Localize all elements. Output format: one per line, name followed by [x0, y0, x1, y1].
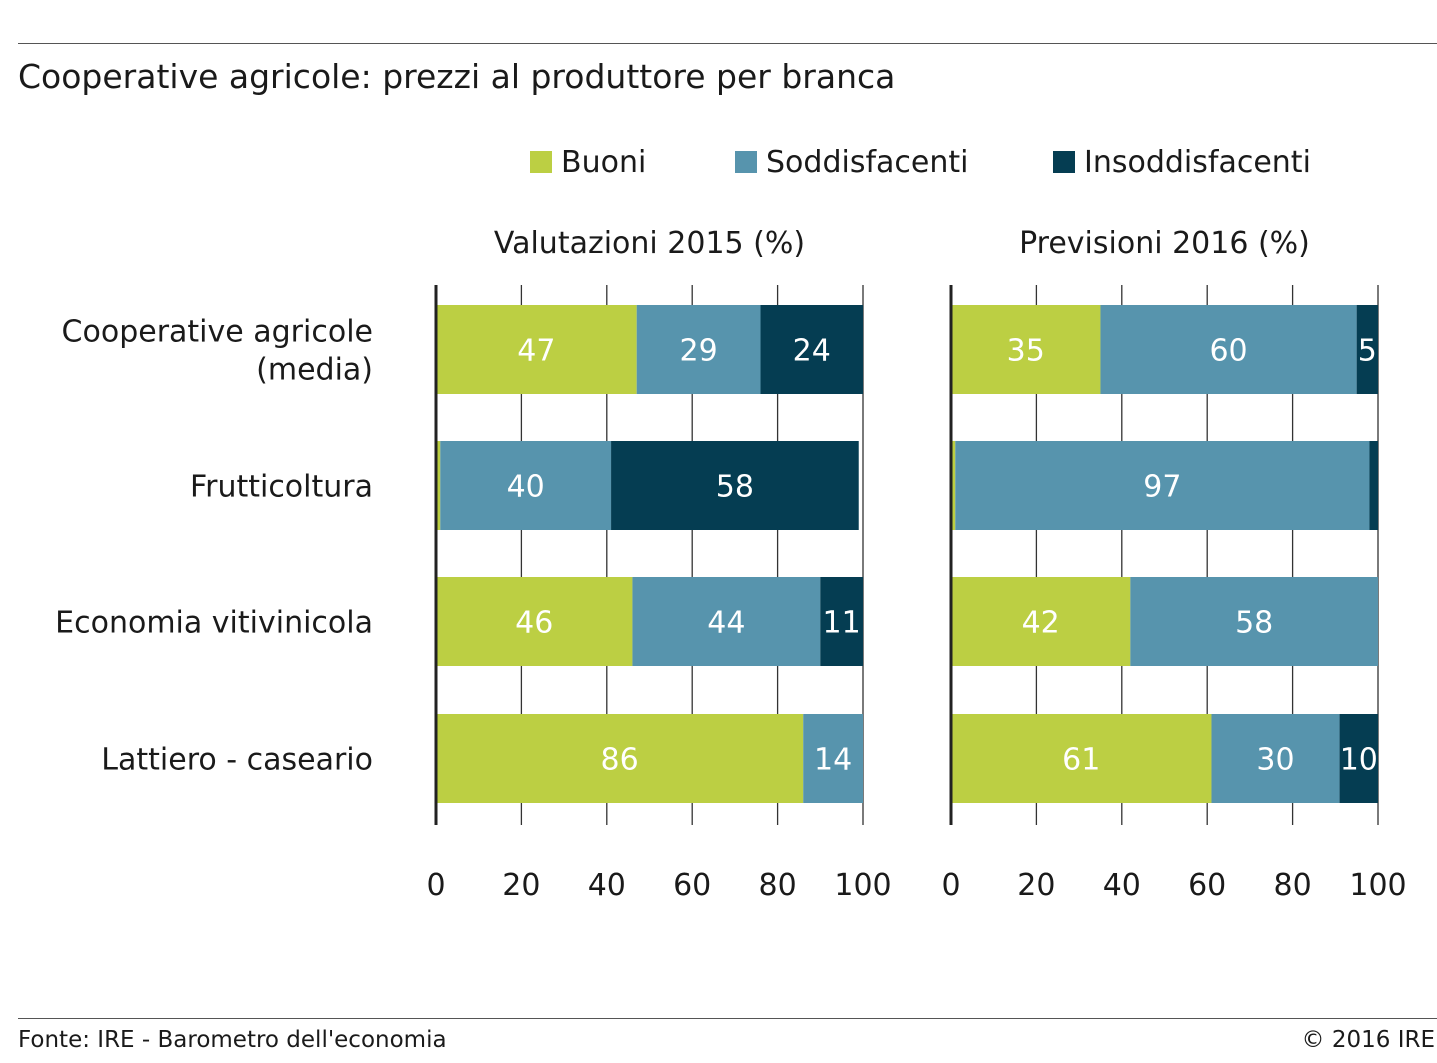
bar-buoni: [951, 441, 956, 530]
bar-insoddisfacenti: [1339, 714, 1378, 803]
category-label-line: Frutticoltura: [190, 470, 373, 505]
data-label: 58: [1235, 606, 1273, 641]
tick-label: 20: [1017, 868, 1055, 903]
bar-soddisfacenti: [1130, 577, 1378, 666]
data-label: 14: [814, 743, 852, 778]
data-label: 29: [680, 334, 718, 369]
tick-label: 100: [1349, 868, 1406, 903]
data-label: 97: [1143, 470, 1181, 505]
bar-buoni: [436, 441, 441, 530]
category-label-line: Lattiero - caseario: [101, 743, 373, 778]
data-label: 46: [515, 606, 553, 641]
bar-soddisfacenti: [1211, 714, 1340, 803]
legend-label-insoddisfacenti: Insoddisfacenti: [1084, 145, 1311, 180]
bar-insoddisfacenti: [611, 441, 859, 530]
data-label: 86: [601, 743, 639, 778]
data-label: 10: [1340, 743, 1378, 778]
data-label: 5: [1358, 334, 1377, 369]
data-label: 35: [1007, 334, 1045, 369]
bar-buoni: [436, 714, 804, 803]
tick-label: 20: [502, 868, 540, 903]
tick-label: 40: [588, 868, 626, 903]
data-label: 47: [517, 334, 555, 369]
bar-soddisfacenti: [632, 577, 821, 666]
tick-label: 0: [426, 868, 445, 903]
tick-label: 0: [941, 868, 960, 903]
bar-soddisfacenti: [1100, 305, 1357, 394]
data-label: 24: [793, 334, 831, 369]
tick-label: 60: [673, 868, 711, 903]
bar-soddisfacenti: [636, 305, 761, 394]
tick-label: 100: [834, 868, 891, 903]
category-label: Cooperative agricole (media): [62, 315, 373, 388]
legend-label-soddisfacenti: Soddisfacenti: [766, 145, 968, 180]
bar-buoni: [436, 577, 633, 666]
bar-buoni: [951, 577, 1131, 666]
panel-title: Previsioni 2016 (%): [1019, 226, 1310, 261]
category-label-line: Economia vitivinicola: [55, 606, 373, 641]
category-label-line: Cooperative agricole: [62, 315, 373, 350]
category-label: Economia vitivinicola: [55, 606, 373, 641]
legend-swatch-soddisfacenti: [735, 151, 757, 173]
data-label: 30: [1256, 743, 1294, 778]
bar-soddisfacenti: [803, 714, 863, 803]
data-label: 42: [1022, 606, 1060, 641]
tick-label: 80: [759, 868, 797, 903]
data-label: 11: [823, 606, 861, 641]
bar-insoddisfacenti: [760, 305, 863, 394]
data-label: 61: [1062, 743, 1100, 778]
tick-label: 40: [1103, 868, 1141, 903]
bar-buoni: [951, 714, 1212, 803]
data-label: 44: [707, 606, 745, 641]
category-label-line: (media): [256, 353, 373, 388]
category-label: Frutticoltura: [190, 470, 373, 505]
footer-copyright: © 2016 IRE: [1301, 1027, 1435, 1053]
bar-insoddisfacenti: [1369, 441, 1378, 530]
panel-title: Valutazioni 2015 (%): [494, 226, 805, 261]
bar-soddisfacenti: [440, 441, 612, 530]
data-label: 58: [716, 470, 754, 505]
bar-buoni: [951, 305, 1101, 394]
footer-source: Fonte: IRE - Barometro dell'economia: [18, 1027, 447, 1053]
chart-canvas: Buoni Soddisfacenti Insoddisfacenti Coopera…: [55, 145, 1406, 903]
top-rule: [18, 43, 1437, 44]
bar-soddisfacenti: [955, 441, 1370, 530]
bar-buoni: [436, 305, 637, 394]
bottom-rule: [18, 1018, 1437, 1019]
legend-label-buoni: Buoni: [561, 145, 646, 180]
data-label: 60: [1209, 334, 1247, 369]
data-label: 40: [507, 470, 545, 505]
legend-swatch-buoni: [530, 151, 552, 173]
category-label: Lattiero - caseario: [101, 743, 373, 778]
bar-insoddisfacenti: [1356, 305, 1378, 394]
tick-label: 80: [1274, 868, 1312, 903]
bar-insoddisfacenti: [820, 577, 863, 666]
chart-title: Cooperative agricole: prezzi al produtto…: [18, 57, 896, 96]
tick-label: 60: [1188, 868, 1226, 903]
legend-swatch-insoddisfacenti: [1053, 151, 1075, 173]
